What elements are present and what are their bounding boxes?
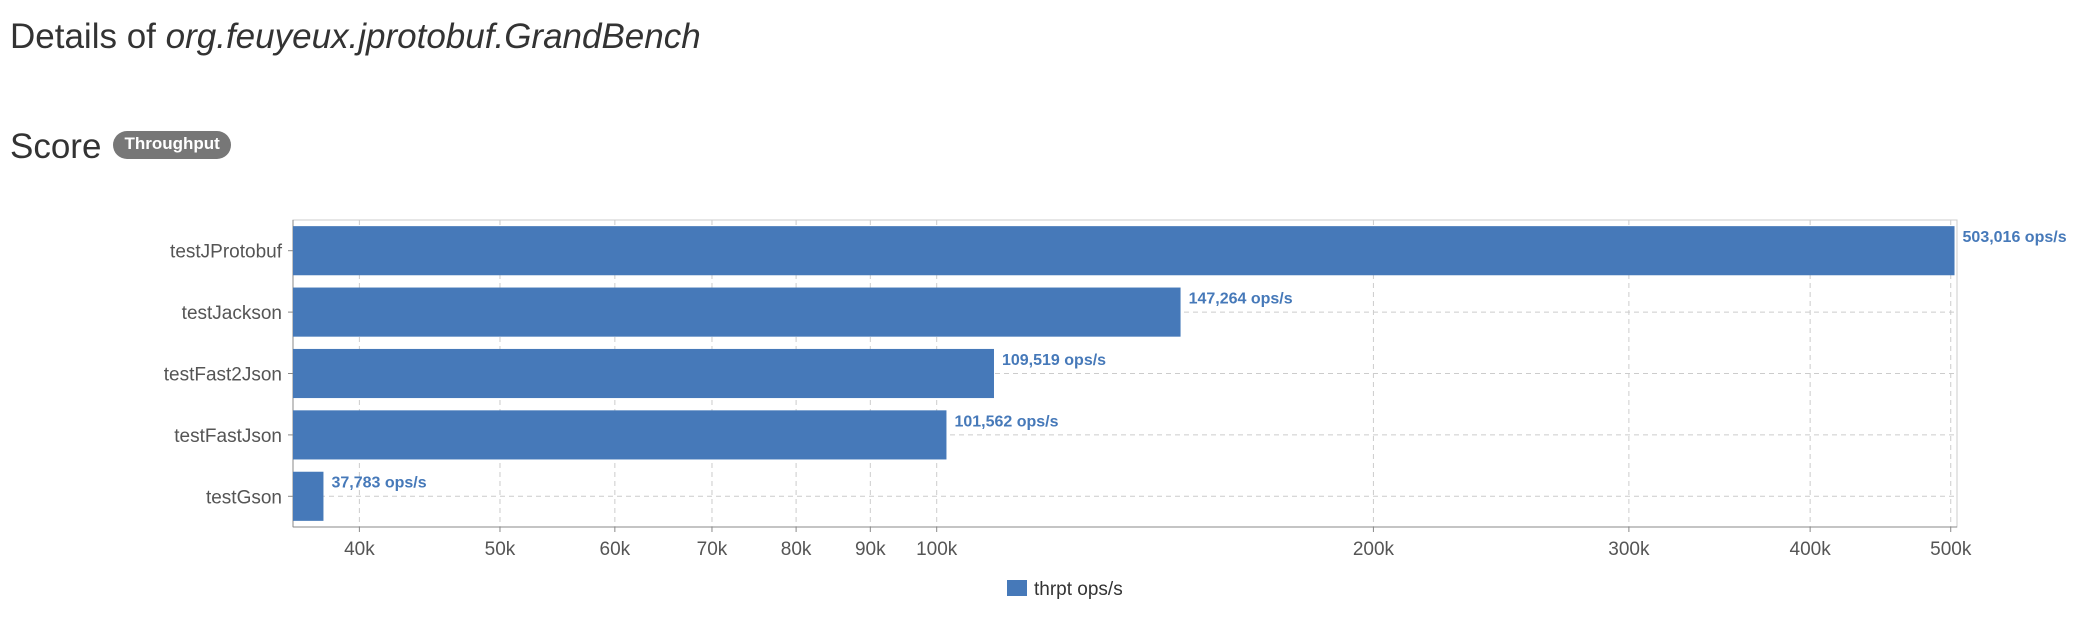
category-label: testFast2Json [164,365,282,386]
x-tick-label: 200k [1353,539,1395,560]
category-label: testGson [206,487,282,508]
bar [293,226,1955,276]
legend-swatch [1007,580,1027,596]
title-prefix: Details of [10,17,156,56]
category-label: testJackson [182,303,282,324]
bar-value-label: 37,783 ops/s [331,475,426,492]
x-tick-label: 90k [855,539,886,560]
x-tick-label: 50k [485,539,516,560]
x-tick-label: 500k [1930,539,1972,560]
x-tick-label: 80k [781,539,812,560]
x-tick-label: 60k [600,539,631,560]
page-title: Details of org.feuyeux.jprotobuf.GrandBe… [10,16,701,58]
score-section-header: Score Throughput [10,126,231,168]
x-tick-label: 400k [1790,539,1832,560]
bar [293,410,947,460]
bar [293,348,994,399]
legend-label: thrpt ops/s [1034,579,1123,600]
benchmark-class-name: org.feuyeux.jprotobuf.GrandBench [165,17,701,56]
score-heading: Score [10,127,102,166]
x-tick-label: 40k [344,539,375,560]
bar [293,471,324,521]
bar [293,287,1181,337]
category-label: testFastJson [174,426,282,447]
bar-value-label: 147,264 ops/s [1189,291,1293,308]
x-tick-label: 70k [697,539,728,560]
bar-value-label: 503,016 ops/s [1963,229,2067,246]
x-tick-label: 100k [916,539,958,560]
x-tick-label: 300k [1608,539,1650,560]
bar-value-label: 101,562 ops/s [954,413,1058,430]
category-label: testJProtobuf [170,242,283,263]
mode-badge: Throughput [113,131,231,159]
bar-value-label: 109,519 ops/s [1002,352,1106,369]
